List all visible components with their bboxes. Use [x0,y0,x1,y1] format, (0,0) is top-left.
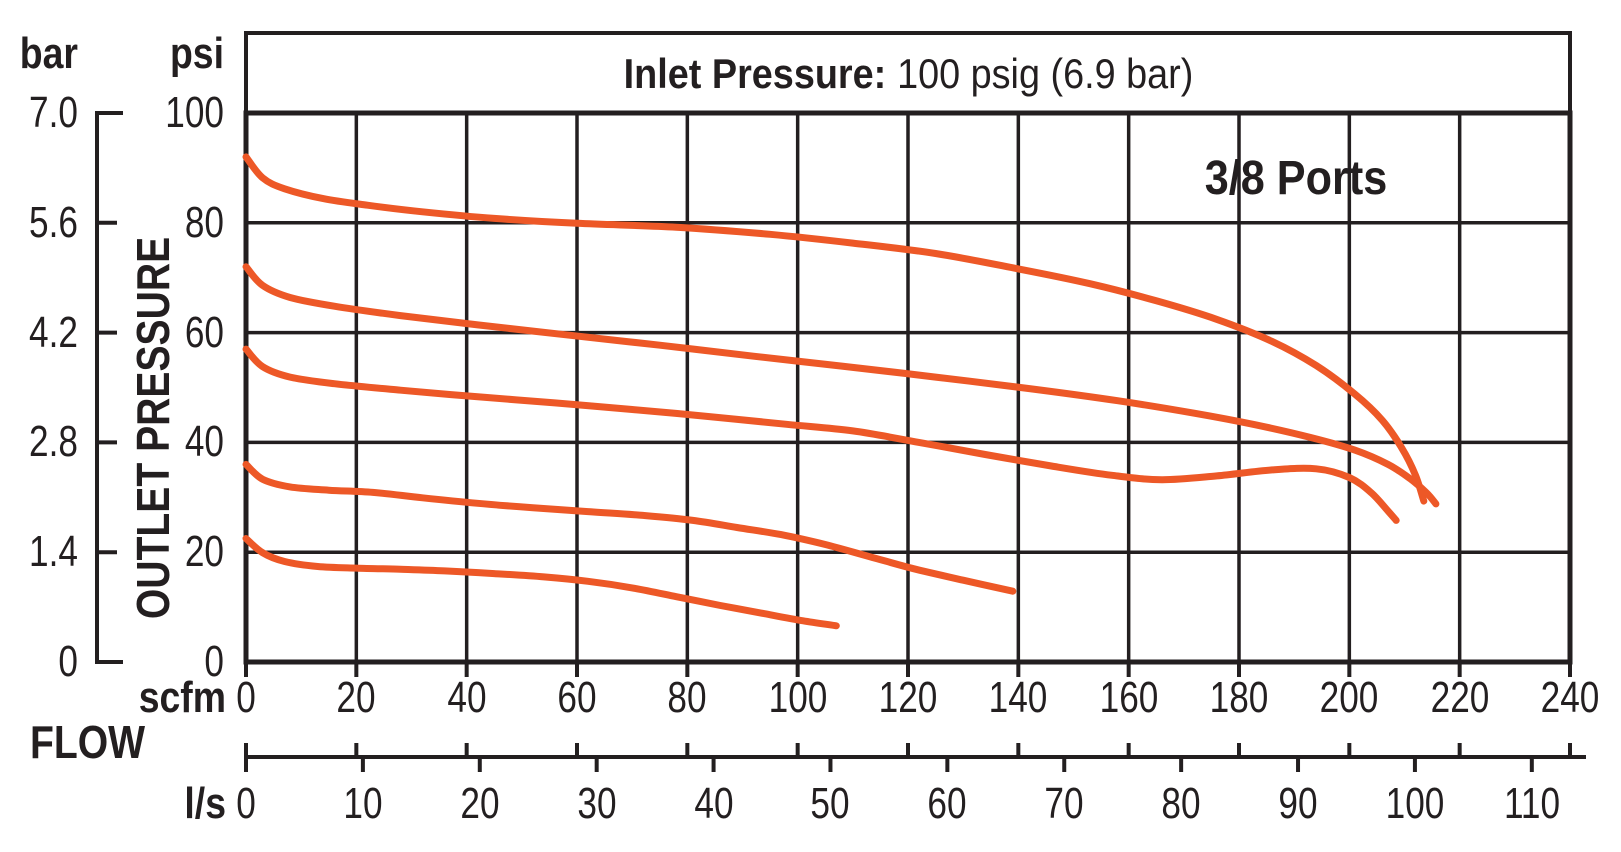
psi-tick-label: 80 [184,197,224,247]
bar-tick-label: 1.4 [29,527,78,577]
ls-tick-label: 70 [1044,779,1084,828]
scfm-tick-label: 200 [1319,673,1379,722]
scfm-tick-label: 140 [988,673,1048,722]
scfm-tick-label: 120 [878,673,938,722]
flow-curve [242,345,1400,524]
psi-tick-label: 20 [184,527,224,577]
ls-tick-label: 110 [1503,779,1560,828]
ports-annotation: 3/8 Ports [1204,152,1388,205]
flow-curve [242,153,1428,505]
title-box: Inlet Pressure: 100 psig (6.9 bar) [244,31,1572,113]
psi-tick-label: 60 [184,307,224,357]
scfm-tick-label: 20 [336,673,376,722]
ls-tick-label: 0 [236,779,256,828]
psi-tick-label: 100 [165,88,224,137]
scfm-tick-label: 180 [1209,673,1269,722]
scfm-unit-label: scfm [138,673,226,722]
chart-title: Inlet Pressure: 100 psig (6.9 bar) [623,50,1193,98]
scfm-tick-label: 240 [1540,673,1600,722]
x-axis-title: FLOW [30,716,146,768]
bar-tick-label: 7.0 [29,88,78,137]
psi-tick-label: 0 [204,637,224,686]
scfm-tick-label: 100 [768,673,828,722]
ls-tick-label: 20 [460,779,500,828]
psi-unit-label: psi [169,29,224,78]
title-label: Inlet Pressure: [623,50,886,97]
flow-curve [242,263,1440,508]
scfm-tick-label: 220 [1430,673,1490,722]
bar-tick-label: 2.8 [29,417,78,467]
scfm-tick-label: 80 [667,673,707,722]
ls-unit-label: l/s [184,779,226,828]
ls-tick-label: 10 [343,779,383,828]
scfm-tick-label: 160 [1099,673,1159,722]
bar-tick-label: 5.6 [29,197,78,247]
bar-tick-label: 0 [58,637,78,686]
title-value: 100 psig (6.9 bar) [896,50,1193,97]
ls-tick-label: 40 [693,779,734,828]
bar-axis-bracket [95,111,123,664]
flow-curve [242,460,1017,595]
ls-tick-label: 50 [810,779,851,828]
ls-tick-label: 90 [1278,779,1318,828]
psi-tick-label: 40 [184,417,224,467]
flow-curve [242,535,840,630]
scfm-tick-label: 40 [447,673,487,722]
ls-tick-label: 60 [927,779,967,828]
ls-tick-label: 30 [577,779,617,828]
bar-tick-label: 4.2 [29,307,78,357]
scfm-tick-label: 60 [557,673,597,722]
ls-tick-label: 80 [1161,779,1201,828]
bar-unit-label: bar [19,29,79,78]
ls-tick-label: 100 [1385,779,1445,828]
scfm-tick-label: 0 [236,673,256,722]
